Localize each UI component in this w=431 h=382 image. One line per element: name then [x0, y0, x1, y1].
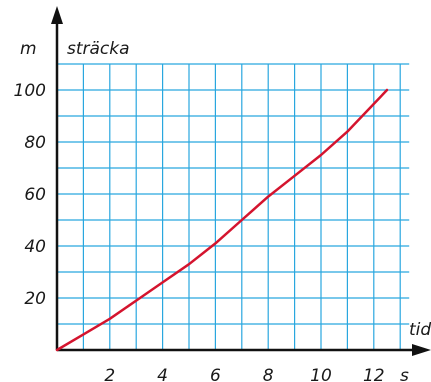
y-tick-label: 100: [14, 81, 46, 101]
y-tick-label: 60: [24, 185, 46, 205]
x-axis-label: tid: [409, 320, 431, 340]
x-tick-label: 12: [363, 366, 385, 382]
series-line: [55, 88, 389, 352]
y-unit-label: m: [20, 39, 37, 59]
x-unit-label: s: [400, 366, 409, 382]
tick-labels: 2 4 6 8 10 12 20 40 60 80 100: [14, 81, 385, 382]
series-layer: [55, 88, 389, 352]
x-tick-label: 10: [310, 366, 332, 382]
y-tick-label: 20: [24, 289, 46, 309]
y-tick-label: 80: [24, 133, 46, 153]
x-tick-label: 2: [104, 366, 115, 382]
x-axis-arrow: [412, 344, 431, 356]
axes: [51, 6, 431, 356]
x-tick-label: 6: [210, 366, 221, 382]
x-tick-label: 8: [263, 366, 274, 382]
grid: [57, 63, 410, 350]
y-axis-arrow: [51, 6, 63, 24]
x-tick-label: 4: [157, 366, 168, 382]
y-tick-label: 40: [24, 237, 46, 257]
y-axis-label: sträcka: [67, 39, 130, 59]
